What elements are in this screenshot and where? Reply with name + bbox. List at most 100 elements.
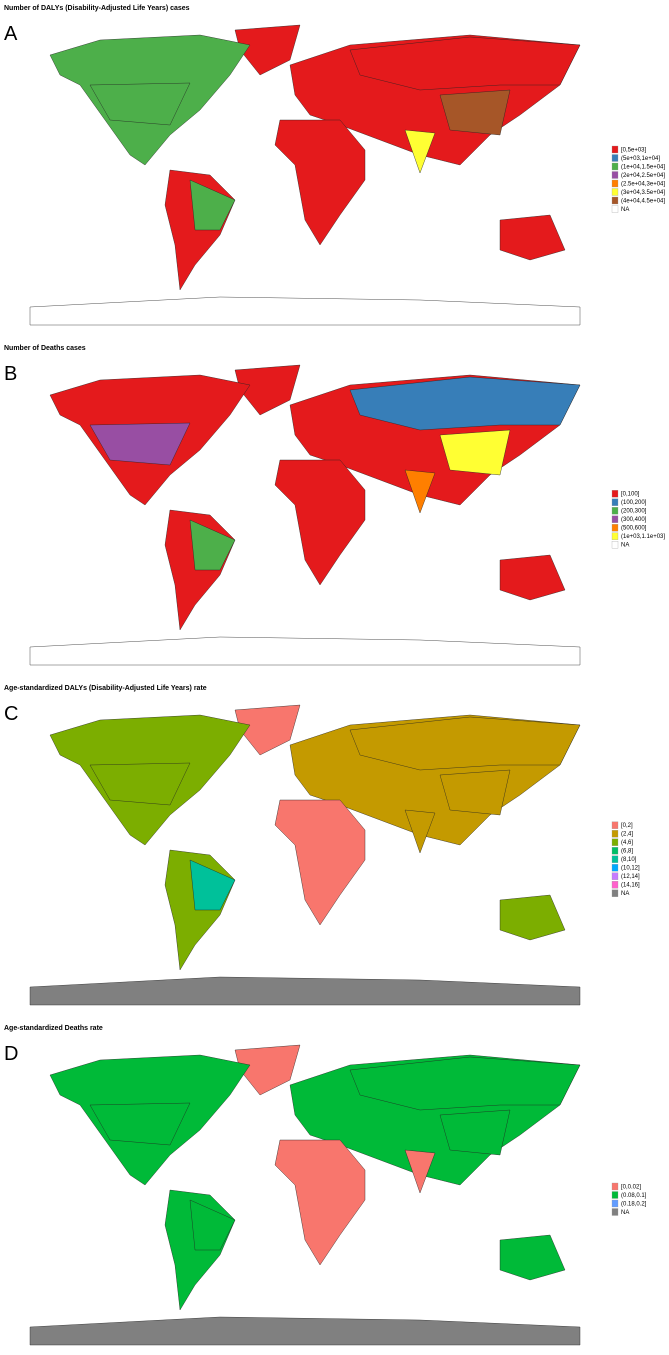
legend-swatch (611, 196, 619, 205)
region (349, 716, 581, 771)
region (439, 429, 511, 476)
legend-swatch (611, 154, 619, 162)
region (89, 1102, 191, 1146)
legend-swatch (611, 162, 619, 171)
panel-letter: C (4, 703, 18, 725)
legend-swatch (611, 821, 619, 829)
legend-swatch (611, 171, 619, 179)
legend-label: [0,2] (621, 823, 633, 829)
legend-swatch (611, 1208, 619, 1216)
map (29, 704, 581, 1006)
region (189, 519, 236, 571)
legend-swatch (611, 1191, 619, 1199)
panel-title: Age-standardized Deaths rate (4, 1025, 103, 1032)
legend-swatch (611, 179, 619, 188)
legend-swatch (611, 490, 619, 498)
legend-swatch (611, 872, 619, 880)
region (89, 422, 191, 466)
legend-label: (0.18,0.2] (621, 1201, 647, 1207)
legend-label: (4e+04,4.5e+04] (621, 198, 665, 204)
legend-swatch (611, 830, 619, 838)
legend-swatch (611, 855, 619, 863)
region (274, 119, 366, 246)
region (274, 799, 366, 926)
legend-label: (6,8] (621, 849, 633, 855)
legend-swatch (611, 847, 619, 855)
legend-label: (10,12] (621, 866, 640, 872)
region (189, 859, 236, 911)
legend-label: (14,16] (621, 883, 640, 889)
legend-label: (2.5e+04,3e+04] (621, 181, 665, 187)
legend-swatch (611, 541, 619, 549)
region (29, 976, 581, 1006)
legend-swatch (611, 881, 619, 889)
legend-label: (2e+04,2.5e+04] (621, 173, 665, 179)
legend-swatch (611, 507, 619, 515)
legend-label: (12,14] (621, 874, 640, 880)
panel: Age-standardized DALYs (Disability-Adjus… (4, 685, 640, 1006)
legend-label: NA (621, 1210, 629, 1216)
region (404, 1149, 436, 1194)
legend-label: (500,600] (621, 526, 647, 532)
panel-title: Number of Deaths cases (4, 345, 86, 352)
legend-swatch (611, 188, 619, 196)
panel: Number of DALYs (Disability-Adjusted Lif… (4, 5, 665, 326)
region (499, 894, 566, 941)
legend-swatch (611, 515, 619, 523)
region (189, 1199, 236, 1251)
region (439, 769, 511, 816)
panel-title: Age-standardized DALYs (Disability-Adjus… (4, 685, 207, 692)
legend-swatch (611, 145, 619, 154)
panel: Age-standardized Deaths rate D [0,0.02] (0.… (4, 1025, 647, 1346)
map (29, 24, 581, 326)
region (349, 376, 581, 431)
map (29, 1044, 581, 1346)
map (29, 364, 581, 666)
legend-label: (3e+04,3.5e+04] (621, 190, 665, 196)
legend-swatch (611, 205, 619, 213)
legend-label: (200,300] (621, 509, 647, 515)
legend-label: NA (621, 891, 629, 897)
region (499, 1234, 566, 1281)
legend-swatch (611, 532, 619, 540)
legend-label: (0.08,0.1] (621, 1193, 647, 1199)
panel-letter: D (4, 1043, 18, 1065)
legend-swatch (611, 498, 619, 506)
region (404, 129, 436, 174)
region (439, 89, 511, 136)
region (189, 179, 236, 231)
region (274, 459, 366, 586)
panel-letter: A (4, 23, 18, 45)
legend-label: NA (621, 207, 629, 213)
region (29, 1316, 581, 1346)
legend-label: (1e+03,1.1e+03] (621, 534, 665, 540)
legend-label: (100,200] (621, 500, 647, 506)
region (499, 554, 566, 601)
region (349, 1056, 581, 1111)
legend-label: (2,4] (621, 832, 633, 838)
legend-label: [0,5e+03] (621, 147, 647, 153)
legend-label: (8,10] (621, 857, 637, 863)
legend-label: [0,100] (621, 492, 640, 498)
region (89, 762, 191, 806)
region (404, 809, 436, 854)
region (274, 1139, 366, 1266)
region (29, 636, 581, 666)
legend-label: (5e+03,1e+04] (621, 156, 660, 162)
legend-swatch (611, 1182, 619, 1191)
legend-label: NA (621, 543, 629, 549)
region (349, 36, 581, 91)
region (29, 296, 581, 326)
panel-title: Number of DALYs (Disability-Adjusted Lif… (4, 5, 190, 12)
legend-swatch (611, 838, 619, 846)
legend-swatch (611, 864, 619, 872)
legend-swatch (611, 524, 619, 532)
region (439, 1109, 511, 1156)
legend-swatch (611, 889, 619, 897)
legend-label: (300,400] (621, 517, 647, 523)
panel-letter: B (4, 363, 17, 385)
panel: Number of Deaths cases B [0,100] (100,200] (… (4, 345, 665, 666)
legend-swatch (611, 1199, 619, 1208)
region (89, 82, 191, 126)
